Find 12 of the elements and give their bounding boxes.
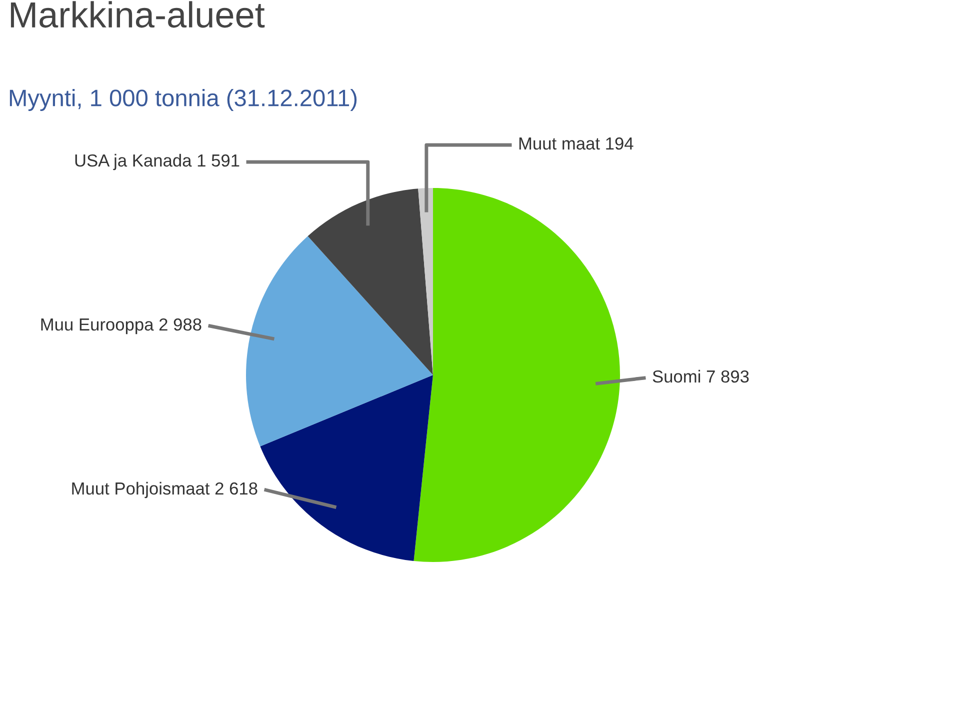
pie-slice — [260, 375, 433, 562]
slice-label: USA ja Kanada 1 591 — [75, 154, 240, 170]
chart-title: Markkina-alueet — [10, 1, 265, 28]
pie-slice — [418, 188, 433, 375]
chart-subtitle: Myynti, 1 000 tonnia (31.12.2011) — [10, 88, 357, 112]
pie-slice — [246, 236, 433, 446]
slice-label: Suomi 7 893 — [652, 370, 749, 383]
slice-label: Muut Pohjoismaat 2 618 — [72, 482, 258, 498]
pie-slice — [308, 188, 433, 375]
pie-slice — [414, 188, 620, 562]
slice-label: Muu Eurooppa 2 988 — [41, 318, 202, 334]
slice-label: Muut maat 194 — [519, 137, 634, 150]
